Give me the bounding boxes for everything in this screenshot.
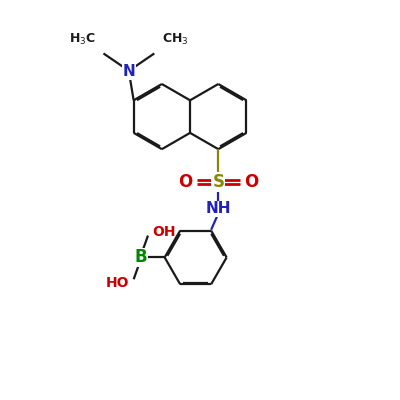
Text: CH$_3$: CH$_3$ xyxy=(162,32,189,47)
Text: O: O xyxy=(178,173,192,191)
Text: B: B xyxy=(134,248,147,266)
Text: OH: OH xyxy=(153,225,176,239)
Text: HO: HO xyxy=(106,276,129,290)
Text: O: O xyxy=(244,173,259,191)
Text: S: S xyxy=(212,173,224,191)
Text: NH: NH xyxy=(206,201,231,216)
Text: N: N xyxy=(122,64,135,79)
Text: H$_3$C: H$_3$C xyxy=(69,32,96,47)
